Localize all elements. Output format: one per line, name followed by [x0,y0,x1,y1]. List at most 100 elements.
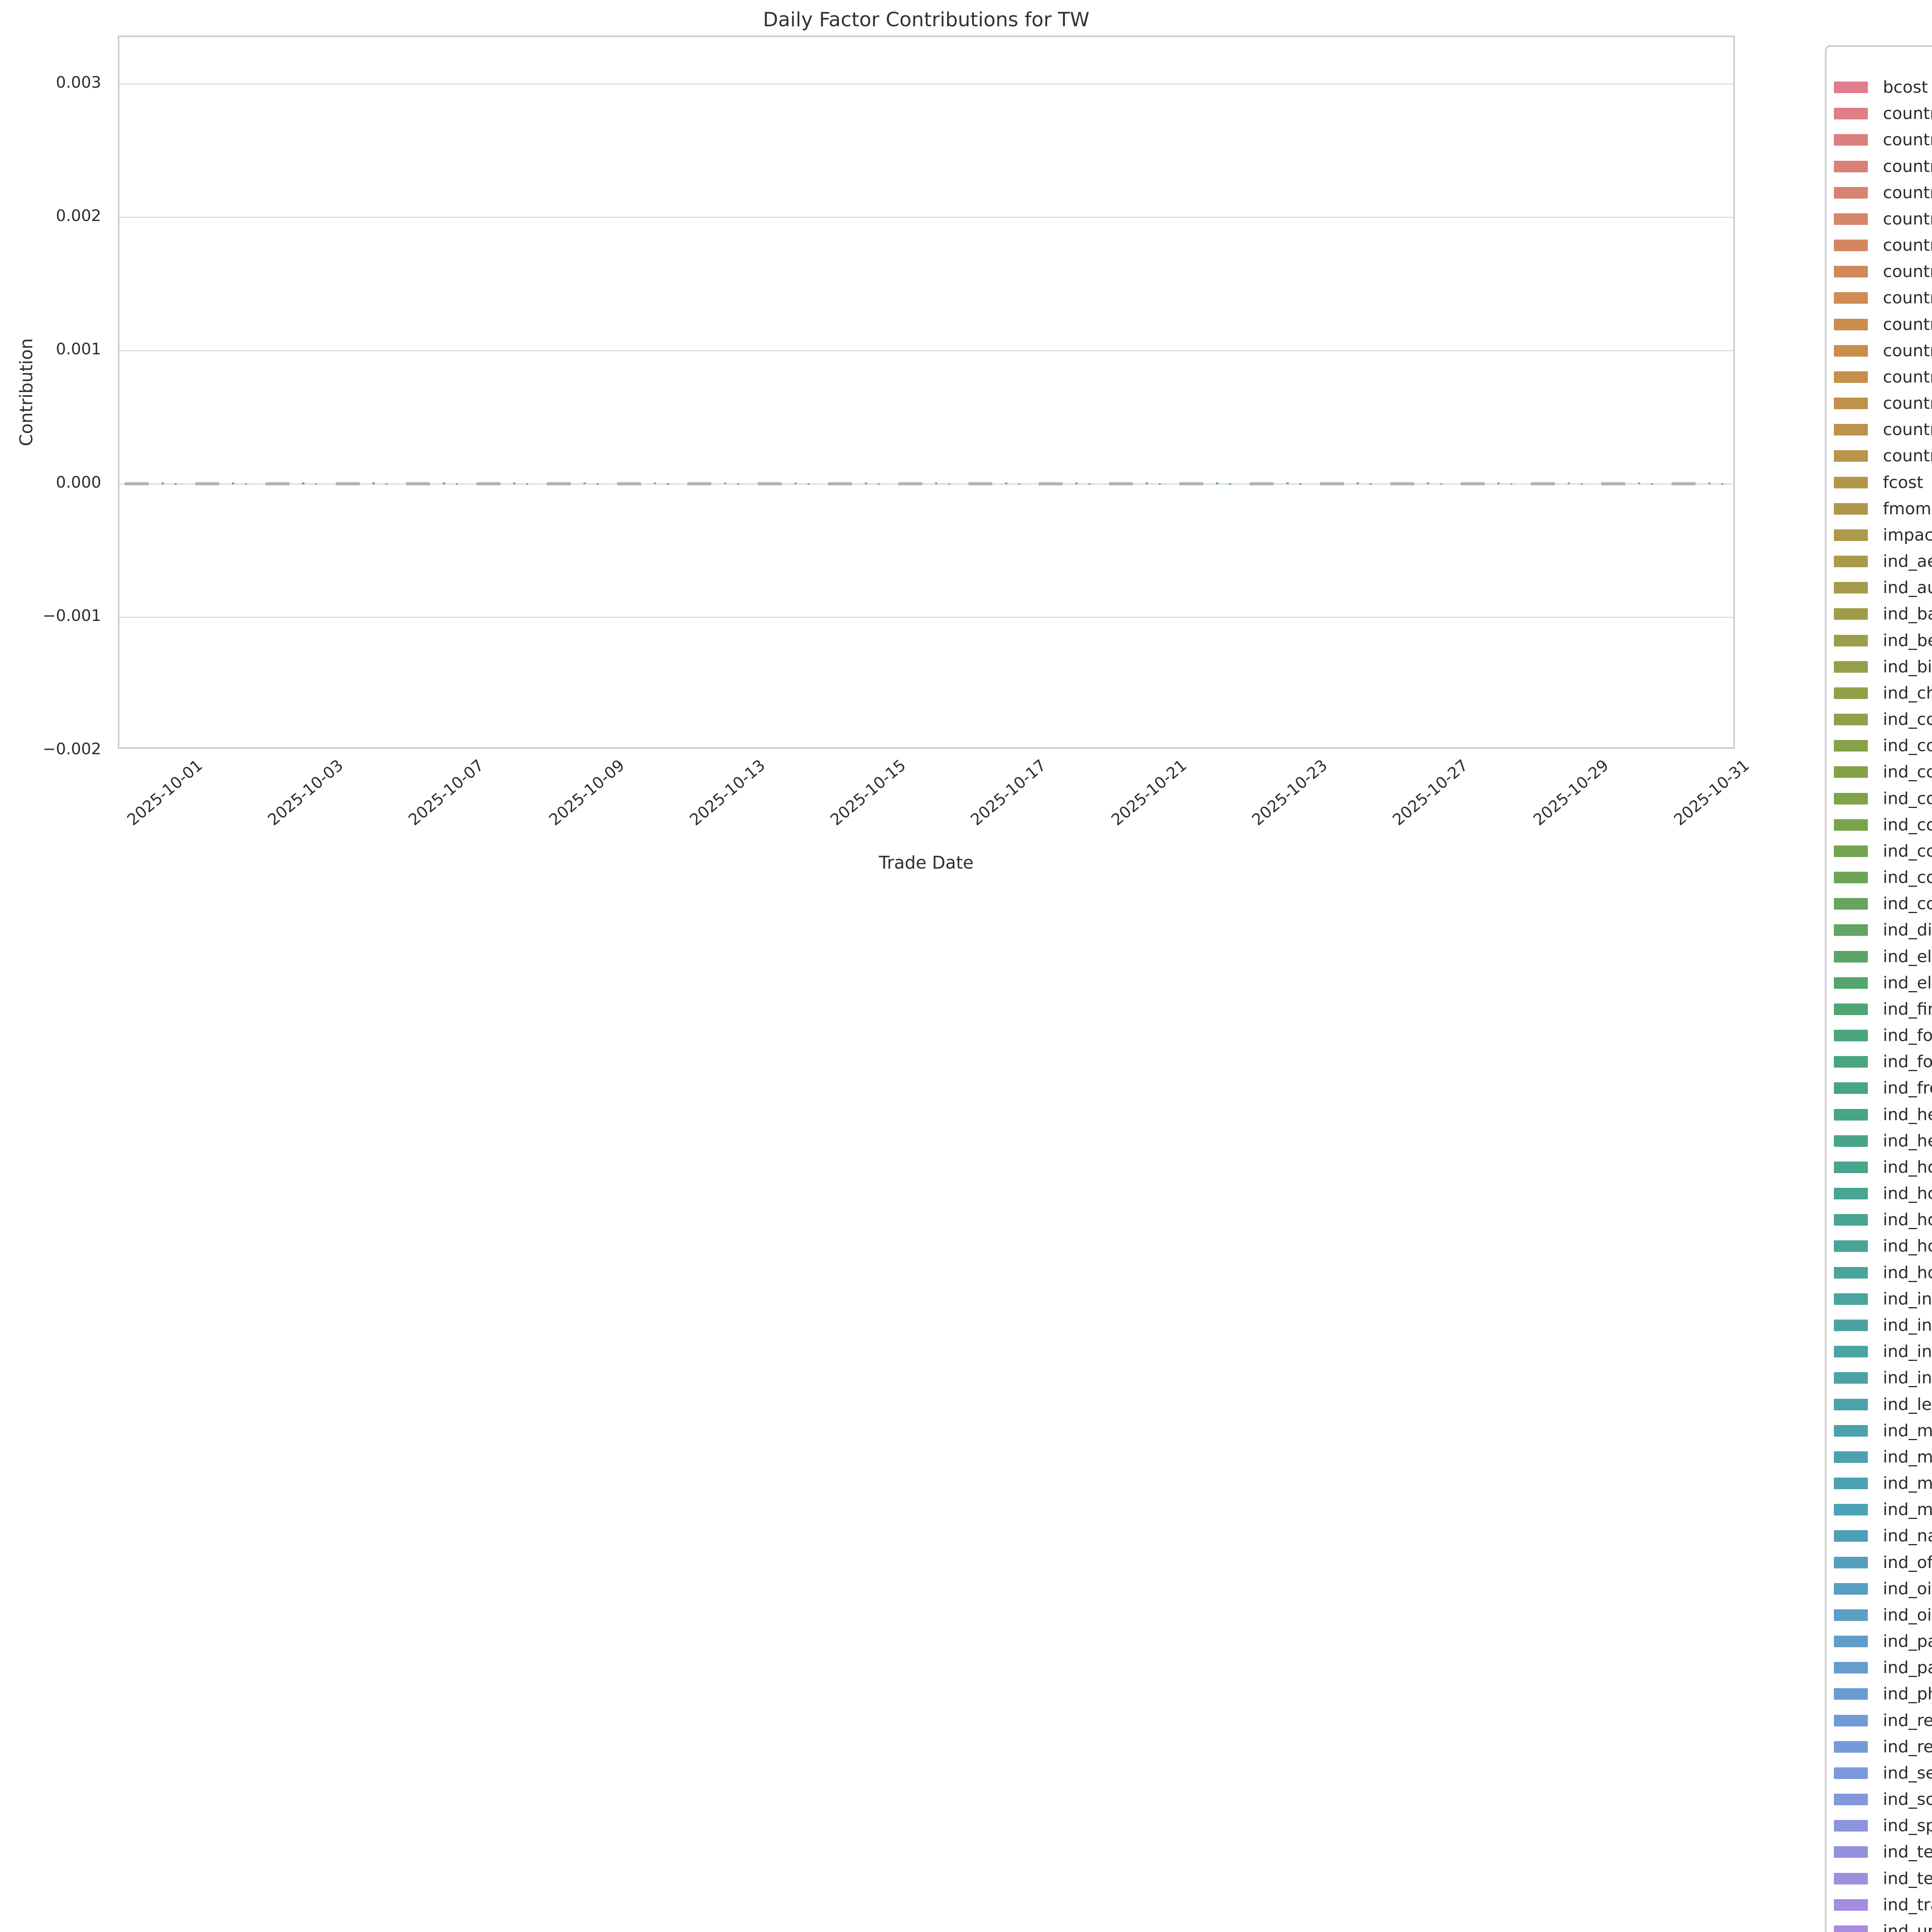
zero-dash-speck [386,483,388,485]
zero-dash-speck [1651,483,1653,485]
legend-item: ind_passenger_transportation [1834,1655,1932,1681]
legend-swatch [1834,1925,1868,1932]
zero-dash-segment [1179,482,1203,485]
legend-item-label: ind_metals_mining [1883,1473,1932,1493]
legend-swatch [1834,1293,1868,1305]
legend-swatch [1834,503,1868,515]
legend-item-label: ind_beverages [1883,631,1932,650]
legend-swatch [1834,1873,1868,1884]
legend-swatch [1834,1320,1868,1331]
legend-item: country_XH [1834,443,1932,469]
legend-swatch [1834,319,1868,330]
legend-item: country_TW [1834,417,1932,443]
zero-dash-segment [1039,482,1063,485]
legend-item: ind_paper_forestry [1834,1628,1932,1655]
chart-title: Daily Factor Contributions for TW [763,9,1090,31]
legend-item-label: ind_uranium [1883,1921,1932,1932]
legend-item-label: ind_textiles_apparel [1883,1869,1932,1888]
zero-dash-segment [1250,482,1274,485]
legend-swatch [1834,1662,1868,1673]
x-tick-label-text: 2025-10-09 [545,756,628,829]
legend-item-label: country_XH [1883,446,1932,466]
legend-item: ind_hotels_entertainment [1834,1207,1932,1233]
legend-item: ind_diversified_retail [1834,917,1932,943]
zero-dash-line [1532,483,1590,485]
zero-dash-speck [597,483,599,485]
legend-item-label: ind_healthcare_equipment_supplies [1883,1105,1932,1124]
zero-dash-speck [1286,482,1289,485]
zero-dash-line [1110,483,1168,485]
zero-dash-line [829,483,887,485]
zero-dash-line [1321,483,1379,485]
legend-item-label: country_TW [1883,420,1932,439]
legend-item: ind_transportation_infrastructure [1834,1892,1932,1918]
legend-swatch [1834,1109,1868,1121]
legend-swatch [1834,424,1868,435]
legend-item-label: ind_transportation_infrastructure [1883,1895,1932,1915]
legend-item-label: ind_investment_services [1883,1368,1932,1388]
zero-dash-speck [1638,482,1640,485]
legend-item: ind_natural_gas_utilities [1834,1523,1932,1549]
zero-dash-speck [1357,482,1359,485]
legend-item-label: ind_homebuilding_building_products [1883,1184,1932,1203]
y-tick-label: 0.002 [56,206,101,225]
x-tick-label-text: 2025-10-29 [1529,756,1612,829]
legend-swatch [1834,556,1868,567]
legend-item: ind_industrial_distribution [1834,1286,1932,1312]
legend-item-label: ind_freight_logistics [1883,1078,1932,1098]
legend-swatch [1834,661,1868,673]
x-tick-label-text: 2025-10-13 [686,756,769,829]
legend-swatch [1834,345,1868,357]
legend-item-label: country_HK [1883,156,1932,176]
legend-item-label: ind_industrial_distribution [1883,1289,1932,1309]
legend-item-label: ind_oil_gas [1883,1579,1932,1599]
zero-dash-segment [1601,482,1625,485]
legend-item-label: ind_containers_packaging [1883,894,1932,913]
zero-dash-line [688,483,746,485]
legend-item-label: country_AU [1883,104,1932,123]
legend-item-label: bcost [1883,77,1928,97]
legend-swatch [1834,1688,1868,1700]
legend-item-label: ind_paper_forestry [1883,1631,1932,1651]
zero-dash-segment [617,482,641,485]
legend-swatch [1834,1557,1868,1568]
legend-item-label: ind_software_it_services [1883,1789,1932,1809]
legend-item: ind_electric_utilities_ipps [1834,944,1932,970]
zero-dash-segment [125,482,149,485]
legend-item-label: country_ID [1883,183,1932,202]
legend-item: country_JP [1834,232,1932,259]
legend-swatch [1834,450,1868,462]
legend-item-label: ind_consumer_goods_conglomerates [1883,867,1932,887]
legend-item-label: ind_banking_services [1883,604,1932,624]
zero-dash-line [1039,483,1097,485]
x-tick-label-text: 2025-10-31 [1670,756,1753,829]
zero-dash-speck [808,483,810,485]
legend-item: ind_household_goods [1834,1233,1932,1259]
legend-item-label: ind_telecommunications_serices [1883,1842,1932,1862]
legend-item-label: ind_office_equipment [1883,1553,1932,1572]
zero-dash-line [1180,483,1238,485]
legend-item: bcost [1834,74,1928,100]
zero-dash-line [477,483,535,485]
x-tick-label-text: 2025-10-03 [264,756,347,829]
legend-swatch [1834,292,1868,304]
x-tick-label-text: 2025-10-23 [1248,756,1331,829]
legend-item: ind_healthcare_equipment_supplies [1834,1102,1932,1128]
legend-swatch [1834,714,1868,725]
zero-dash-speck [1370,483,1372,485]
zero-dash-speck [794,482,797,485]
legend-swatch [1834,1767,1868,1779]
zero-dash-speck [1427,482,1429,485]
legend-swatch [1834,766,1868,778]
zero-dash-segment [758,482,782,485]
zero-dash-segment [476,482,500,485]
legend-item: ind_communications_equipment [1834,759,1932,785]
y-tick-label: −0.001 [43,606,101,625]
legend-swatch [1834,819,1868,831]
legend-item-label: ind_oil_gas_equipment_services [1883,1605,1932,1625]
legend-box: Factor bcost country_AU country_CN country_… [1825,45,1932,1932]
legend-item: ind_household_products_services [1834,1260,1932,1286]
legend-swatch [1834,635,1868,646]
legend-swatch [1834,1188,1868,1199]
legend-swatch [1834,1056,1868,1068]
